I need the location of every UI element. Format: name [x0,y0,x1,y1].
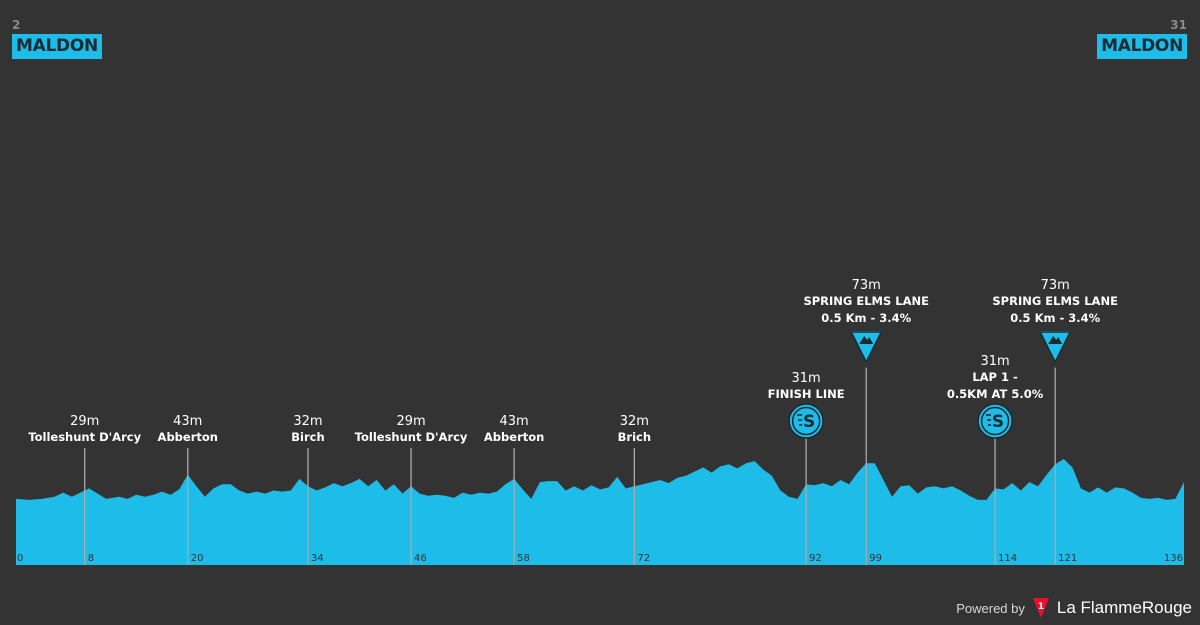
finish-altitude: 31 [1170,18,1187,32]
climb-icon[interactable] [847,329,885,369]
point-altitude: 29m [70,414,99,429]
point-name: Tolleshunt D'Arcy [28,430,141,444]
point-altitude: 32m [620,414,649,429]
start-altitude: 2 [12,18,21,32]
km-tick-label: 72 [637,553,650,564]
point-name: 0.5 Km - 3.4% [1010,311,1100,325]
point-name: Birch [291,430,324,444]
point-name: Brich [618,430,651,444]
point-name: 0.5 Km - 3.4% [821,311,911,325]
point-altitude: 43m [173,414,202,429]
km-tick-label: 0 [17,553,23,564]
km-tick-label: 92 [809,553,822,564]
point-name: Abberton [484,430,544,444]
svg-text:S: S [803,412,815,432]
point-name: 0.5KM AT 5.0% [947,387,1044,401]
brand-name[interactable]: La FlammeRouge [1056,598,1192,617]
elevation-profile-area [16,459,1184,565]
km-tick-label: 8 [88,553,94,564]
km-tick-label: 136 [1164,553,1183,564]
sprint-icon[interactable]: S [977,403,1013,439]
km-tick-label: 20 [191,553,204,564]
point-name: Abberton [158,430,218,444]
point-altitude: 32m [293,414,322,429]
point-altitude: 43m [500,414,529,429]
finish-point: 31 MALDON [1097,18,1187,59]
km-tick-label: 114 [998,553,1017,564]
km-tick-label: 46 [414,553,427,564]
point-name: LAP 1 - [972,370,1018,384]
finish-town: MALDON [1097,34,1187,59]
point-altitude: 31m [792,371,821,386]
km-ticks: 0 8 20 34 46 58 72 92 99 114 121 136 [17,553,1183,564]
point-name: FINISH LINE [768,387,845,401]
svg-text:S: S [992,412,1004,432]
start-point: 2 MALDON [12,18,102,59]
climb-icon[interactable] [1036,329,1074,369]
powered-by-label: Powered by [956,600,1025,616]
point-name: SPRING ELMS LANE [803,294,929,308]
start-town: MALDON [12,34,102,59]
footer: Powered by 1 La FlammeRouge [956,597,1192,619]
logo-glyph: 1 [1038,602,1044,612]
point-altitude: 29m [396,414,425,429]
km-tick-label: 58 [517,553,530,564]
point-name: Tolleshunt D'Arcy [355,430,468,444]
sprint-icon[interactable]: S [788,403,824,439]
point-altitude: 73m [1041,278,1070,293]
km-tick-label: 121 [1058,553,1077,564]
point-name: SPRING ELMS LANE [992,294,1118,308]
point-altitude: 73m [852,278,881,293]
km-tick-label: 99 [869,553,882,564]
point-markers: Tolleshunt D'Arcy29mAbberton43mBirch32mT… [28,278,1118,565]
km-tick-label: 34 [311,553,324,564]
la-flamme-rouge-logo-icon[interactable]: 1 [1031,597,1051,619]
point-altitude: 31m [980,354,1009,369]
